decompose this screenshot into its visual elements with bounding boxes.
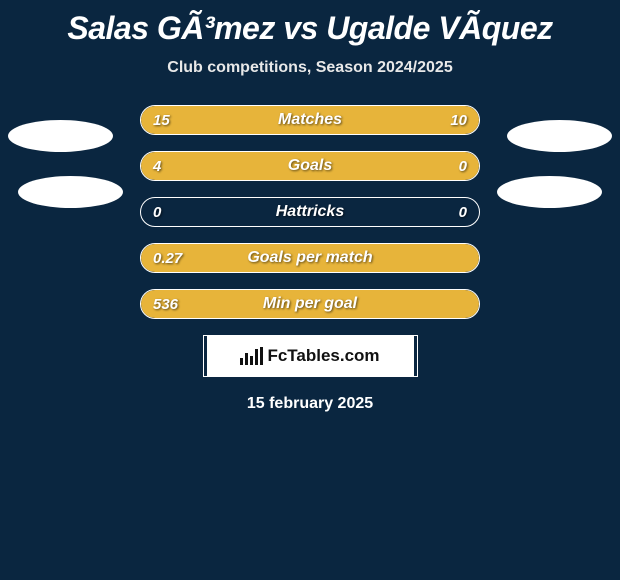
brand-box: FcTables.com <box>203 335 418 377</box>
page-title: Salas GÃ³mez vs Ugalde VÃ­quez <box>0 0 620 47</box>
player-right-ellipse-1 <box>507 120 612 152</box>
stat-label: Goals <box>141 152 479 180</box>
stat-label: Min per goal <box>141 290 479 318</box>
page-subtitle: Club competitions, Season 2024/2025 <box>0 59 620 77</box>
stat-label: Matches <box>141 106 479 134</box>
stat-value-left: 0.27 <box>153 244 182 272</box>
stat-label: Goals per match <box>141 244 479 272</box>
stat-row: Goals4 0 <box>140 151 480 181</box>
player-left-ellipse-1 <box>8 120 113 152</box>
bar-chart-icon <box>240 347 263 365</box>
stat-value-left: 536 <box>153 290 178 318</box>
stat-row: Hattricks0 0 <box>140 197 480 227</box>
stat-label: Hattricks <box>141 198 479 226</box>
stat-value-right: 0 <box>459 152 467 180</box>
stat-row: Matches15 10 <box>140 105 480 135</box>
stat-row: Goals per match0.27 <box>140 243 480 273</box>
stat-value-left: 0 <box>153 198 161 226</box>
stats-bars: Matches1510Goals40Hattricks00Goals per m… <box>140 105 480 319</box>
stat-value-right: 10 <box>450 106 467 134</box>
stat-value-left: 4 <box>153 152 161 180</box>
stat-value-right: 0 <box>459 198 467 226</box>
brand-text: FcTables.com <box>267 346 379 366</box>
stat-row: Min per goal536 <box>140 289 480 319</box>
footer-date: 15 february 2025 <box>0 395 620 413</box>
stat-value-left: 15 <box>153 106 170 134</box>
player-left-ellipse-2 <box>18 176 123 208</box>
player-right-ellipse-2 <box>497 176 602 208</box>
brand-box-inner: FcTables.com <box>207 336 414 376</box>
